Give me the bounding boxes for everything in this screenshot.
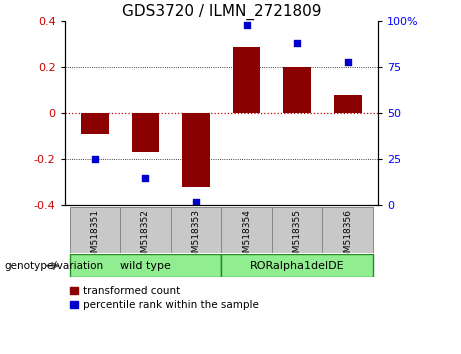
Point [91, 156, 99, 162]
Point [344, 59, 351, 64]
Text: GSM518352: GSM518352 [141, 210, 150, 264]
Legend: transformed count, percentile rank within the sample: transformed count, percentile rank withi… [70, 286, 259, 310]
Bar [120, 207, 171, 253]
Bar [334, 95, 361, 113]
Text: RORalpha1delDE: RORalpha1delDE [250, 261, 344, 271]
Title: GDS3720 / ILMN_2721809: GDS3720 / ILMN_2721809 [122, 4, 321, 20]
Bar [221, 254, 373, 277]
Point [142, 175, 149, 181]
Text: genotype/variation: genotype/variation [5, 261, 104, 271]
Point [243, 22, 250, 28]
Bar [221, 207, 272, 253]
Text: GSM518351: GSM518351 [90, 210, 100, 264]
Bar [171, 207, 221, 253]
Text: GSM518356: GSM518356 [343, 210, 352, 264]
Text: GSM518355: GSM518355 [293, 210, 301, 264]
Text: GSM518353: GSM518353 [191, 210, 201, 264]
Point [294, 40, 301, 46]
Bar [70, 254, 221, 277]
Bar [283, 67, 311, 113]
Bar [81, 113, 109, 134]
Text: GSM518354: GSM518354 [242, 210, 251, 264]
Text: wild type: wild type [120, 261, 171, 271]
Point [192, 199, 200, 205]
Bar [233, 47, 260, 113]
Bar [272, 207, 322, 253]
Bar [70, 207, 120, 253]
Bar [182, 113, 210, 187]
Bar [131, 113, 160, 152]
Bar [322, 207, 373, 253]
